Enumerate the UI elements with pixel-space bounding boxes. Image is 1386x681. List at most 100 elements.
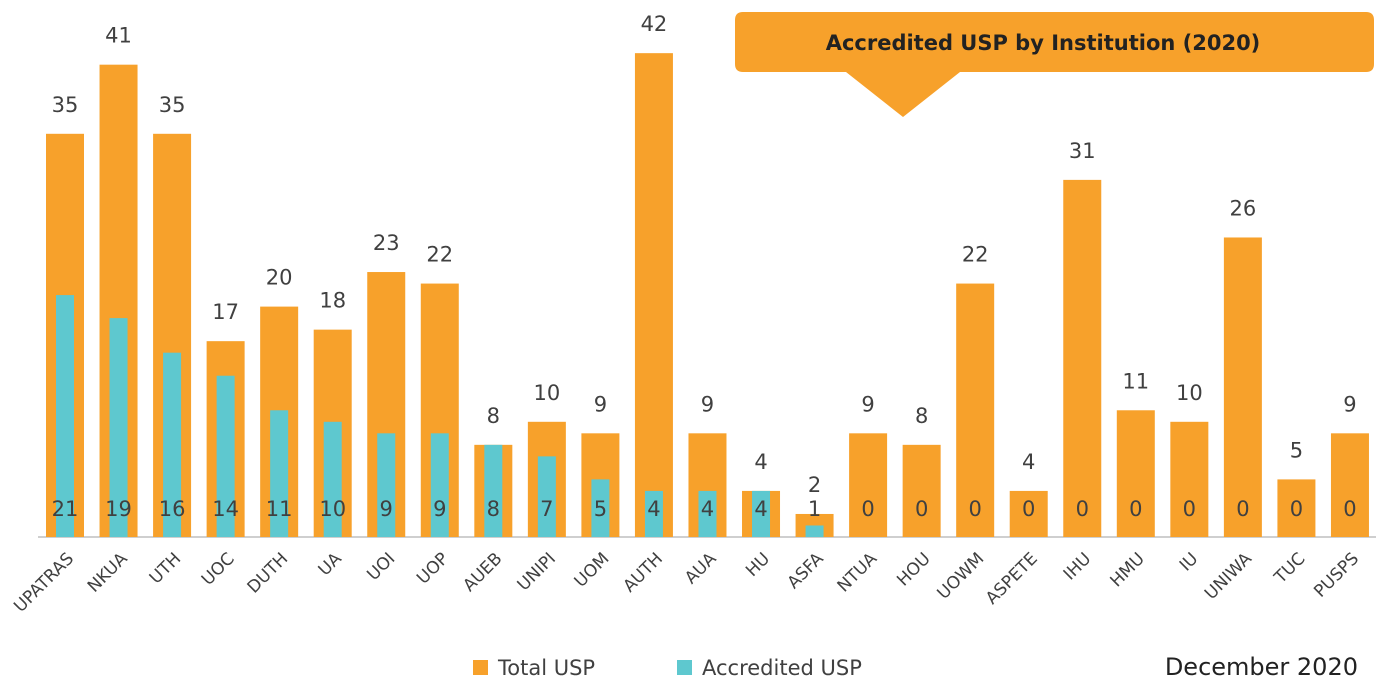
- x-tick-label: TUC: [1270, 549, 1309, 588]
- data-label: 8: [487, 404, 500, 428]
- data-label: 0: [1022, 497, 1035, 521]
- data-label: 21: [52, 497, 79, 521]
- data-label: 2: [808, 473, 821, 497]
- x-tick-label: NTUA: [834, 549, 882, 597]
- data-label: 23: [373, 231, 400, 255]
- data-label: 4: [1022, 450, 1035, 474]
- bar: [270, 410, 289, 537]
- x-tick-label: DUTH: [244, 549, 293, 598]
- bar: [323, 421, 342, 537]
- data-label: 0: [1076, 497, 1089, 521]
- data-label: 9: [1343, 392, 1356, 416]
- data-label: 19: [105, 497, 132, 521]
- data-label: 17: [212, 300, 239, 324]
- x-tick-label: AUTH: [619, 549, 667, 597]
- data-label: 10: [1176, 381, 1203, 405]
- data-label: 9: [701, 392, 714, 416]
- data-label: 35: [159, 93, 186, 117]
- x-tick-label: AUA: [681, 549, 721, 589]
- x-tick-label: AUEB: [459, 549, 506, 596]
- x-tick-label: PUSPS: [1310, 549, 1363, 602]
- x-tick-label: HOU: [893, 549, 934, 590]
- bar: [56, 295, 74, 537]
- bar: [1170, 421, 1209, 537]
- data-label: 9: [380, 497, 393, 521]
- bar: [956, 283, 995, 537]
- title-callout: [735, 12, 1374, 117]
- data-label: 18: [319, 289, 346, 313]
- annotation: December 2020: [1165, 653, 1358, 681]
- data-label: 5: [1290, 438, 1303, 462]
- x-tick-label: HU: [742, 549, 774, 581]
- x-tick-label: UNIPI: [514, 549, 560, 595]
- data-label: 31: [1069, 139, 1096, 163]
- data-label: 20: [266, 266, 293, 290]
- data-label: 9: [861, 392, 874, 416]
- x-tick-label: UOM: [571, 549, 614, 592]
- x-tick-label: UOWM: [934, 549, 989, 604]
- bar: [484, 444, 503, 537]
- bar: [849, 433, 888, 537]
- bar: [634, 53, 673, 537]
- data-label: 0: [915, 497, 928, 521]
- x-tick-label: UPATRAS: [10, 549, 78, 617]
- data-label: 42: [641, 12, 668, 36]
- bar: [109, 318, 128, 537]
- data-label: 22: [426, 243, 453, 267]
- bar: [752, 490, 771, 537]
- data-label: 9: [594, 392, 607, 416]
- data-label: 4: [754, 497, 767, 521]
- data-label: 0: [1236, 497, 1249, 521]
- bar: [1009, 490, 1048, 537]
- data-label: 0: [861, 497, 874, 521]
- bar: [430, 433, 449, 537]
- data-label: 22: [962, 243, 989, 267]
- bar: [1277, 479, 1316, 537]
- data-label: 16: [159, 497, 186, 521]
- data-label: 35: [52, 93, 79, 117]
- bar: [1116, 410, 1155, 537]
- data-label: 9: [433, 497, 446, 521]
- legend-swatch: [473, 660, 488, 675]
- x-tick-label: UNIWA: [1201, 549, 1256, 604]
- data-label: 7: [540, 497, 553, 521]
- data-label: 0: [1290, 497, 1303, 521]
- x-tick-label: IU: [1176, 549, 1202, 575]
- data-label: 10: [319, 497, 346, 521]
- data-label: 8: [487, 497, 500, 521]
- bar: [216, 375, 235, 537]
- x-tick-label: UOC: [198, 549, 239, 590]
- bar: [163, 352, 182, 537]
- data-label: 4: [754, 450, 767, 474]
- bar: [1223, 237, 1262, 538]
- data-label: 1: [808, 497, 821, 521]
- bar: [377, 433, 396, 537]
- x-tick-label: IHU: [1060, 549, 1096, 585]
- data-label: 11: [266, 497, 293, 521]
- data-label: 41: [105, 24, 132, 48]
- legend-label: Accredited USP: [702, 656, 862, 680]
- data-label: 26: [1230, 196, 1257, 220]
- bar: [698, 490, 717, 537]
- x-tick-label: UTH: [146, 549, 185, 588]
- chart-title: Accredited USP by Institution (2020): [826, 31, 1261, 55]
- data-label: 0: [968, 497, 981, 521]
- bar: [591, 479, 610, 537]
- x-tick-label: UOI: [363, 549, 399, 585]
- data-label: 14: [212, 497, 239, 521]
- legend-swatch: [677, 660, 692, 675]
- data-label: 11: [1122, 369, 1149, 393]
- x-tick-label: ASFA: [784, 549, 828, 593]
- data-label: 5: [594, 497, 607, 521]
- legend-label: Total USP: [497, 656, 595, 680]
- x-tick-label: UOP: [413, 549, 453, 589]
- data-label: 4: [701, 497, 714, 521]
- bar: [805, 525, 824, 537]
- data-label: 0: [1343, 497, 1356, 521]
- data-label: 0: [1129, 497, 1142, 521]
- x-tick-label: HMU: [1107, 549, 1149, 591]
- data-label: 10: [533, 381, 560, 405]
- data-label: 4: [647, 497, 660, 521]
- x-tick-label: UA: [315, 549, 346, 580]
